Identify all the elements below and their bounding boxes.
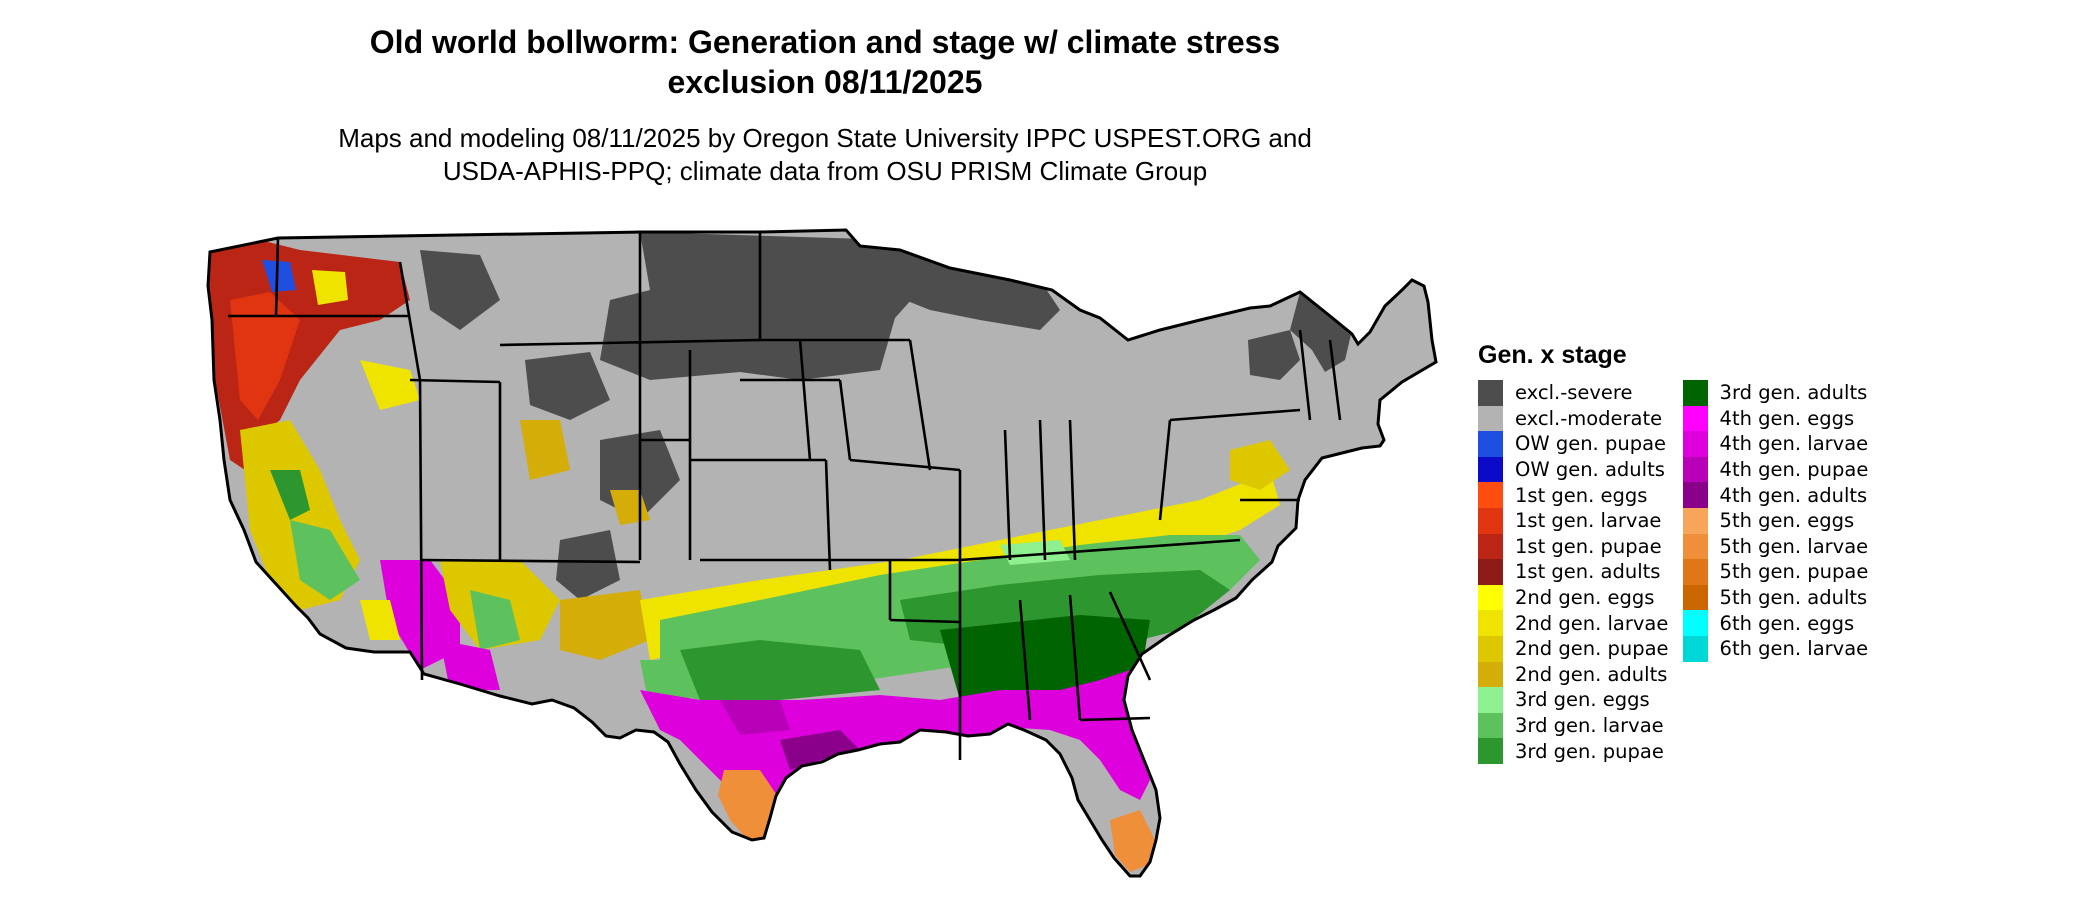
map-title: Old world bollworm: Generation and stage… <box>230 22 1420 102</box>
legend-label: excl.-severe <box>1515 381 1633 405</box>
legend-label: 4th gen. pupae <box>1719 458 1869 482</box>
legend-swatch <box>1478 584 1503 611</box>
legend-column-1: excl.-severe excl.-moderate OW gen. pupae O… <box>1478 380 1669 764</box>
legend-item: 3rd gen. adults <box>1682 380 1869 406</box>
legend-item: 3rd gen. eggs <box>1478 687 1669 713</box>
legend-item: 4th gen. eggs <box>1682 405 1869 432</box>
legend-label: 3rd gen. pupae <box>1515 739 1664 763</box>
legend-label: 5th gen. larvae <box>1719 534 1869 558</box>
legend-swatch <box>1682 431 1708 457</box>
subtitle-line-2: USDA-APHIS-PPQ; climate data from OSU PR… <box>442 156 1208 186</box>
legend-item: 5th gen. pupae <box>1682 559 1869 585</box>
legend-label: 2nd gen. larvae <box>1515 611 1669 635</box>
legend-item: 2nd gen. pupae <box>1478 635 1669 662</box>
legend-label: excl.-moderate <box>1515 406 1663 430</box>
legend: Gen. x stage excl.-severe excl.-moderate O… <box>1478 340 1868 764</box>
legend-swatch <box>1478 482 1503 508</box>
map-subtitle: Maps and modeling 08/11/2025 by Oregon S… <box>230 122 1420 188</box>
legend-label: 3rd gen. larvae <box>1515 714 1664 738</box>
legend-label: 2nd gen. pupae <box>1515 637 1669 661</box>
legend-swatch <box>1682 533 1708 560</box>
legend-item: 3rd gen. larvae <box>1478 712 1669 739</box>
legend-item: 6th gen. larvae <box>1682 635 1869 662</box>
legend-swatch <box>1682 380 1708 406</box>
legend-label: 1st gen. larvae <box>1515 509 1662 533</box>
legend-label: 2nd gen. eggs <box>1515 586 1655 610</box>
legend-item: 2nd gen. adults <box>1478 661 1669 688</box>
legend-swatch <box>1478 456 1503 483</box>
legend-item: 3rd gen. pupae <box>1478 738 1669 764</box>
legend-swatch <box>1682 559 1708 585</box>
title-line-1: Old world bollworm: Generation and stage… <box>369 24 1281 60</box>
legend-label: 4th gen. larvae <box>1719 432 1869 456</box>
legend-label: 5th gen. adults <box>1719 586 1868 610</box>
legend-item: 1st gen. pupae <box>1478 533 1669 560</box>
legend-item: OW gen. adults <box>1478 456 1669 483</box>
legend-label: 3rd gen. eggs <box>1515 688 1650 712</box>
legend-swatch <box>1478 738 1503 764</box>
legend-swatch <box>1478 431 1503 457</box>
legend-swatch <box>1682 610 1708 636</box>
legend-swatch <box>1682 405 1708 432</box>
legend-swatch <box>1478 533 1503 560</box>
legend-item: 1st gen. larvae <box>1478 507 1669 534</box>
legend-label: 2nd gen. adults <box>1515 662 1668 686</box>
legend-swatch <box>1682 507 1708 534</box>
title-line-2: exclusion 08/11/2025 <box>667 64 983 100</box>
legend-item: 1st gen. eggs <box>1478 482 1669 508</box>
legend-swatch <box>1682 482 1708 508</box>
legend-label: 5th gen. eggs <box>1719 509 1855 533</box>
legend-item: 2nd gen. larvae <box>1478 610 1669 636</box>
legend-label: 1st gen. eggs <box>1515 483 1648 507</box>
legend-item: 2nd gen. eggs <box>1478 584 1669 611</box>
legend-label: 1st gen. pupae <box>1515 534 1662 558</box>
legend-item: 4th gen. larvae <box>1682 431 1869 457</box>
legend-item: excl.-moderate <box>1478 405 1669 432</box>
legend-swatch <box>1682 456 1708 483</box>
legend-swatch <box>1682 635 1708 662</box>
us-map <box>206 228 1438 878</box>
legend-item: excl.-severe <box>1478 380 1669 406</box>
legend-swatch <box>1478 712 1503 739</box>
legend-swatch <box>1682 584 1708 611</box>
legend-swatch <box>1478 380 1503 406</box>
legend-swatch <box>1478 610 1503 636</box>
legend-label: 5th gen. pupae <box>1719 560 1869 584</box>
legend-label: 3rd gen. adults <box>1719 381 1868 405</box>
legend-item: 4th gen. adults <box>1682 482 1869 508</box>
legend-swatch <box>1478 507 1503 534</box>
legend-label: 4th gen. adults <box>1719 483 1868 507</box>
legend-swatch <box>1478 635 1503 662</box>
legend-item: 5th gen. adults <box>1682 584 1869 611</box>
legend-swatch <box>1478 661 1503 688</box>
legend-label: 1st gen. adults <box>1515 560 1661 584</box>
legend-title: Gen. x stage <box>1478 341 1627 369</box>
legend-item: 6th gen. eggs <box>1682 610 1869 636</box>
legend-item: 5th gen. larvae <box>1682 533 1869 560</box>
legend-item: 1st gen. adults <box>1478 559 1669 585</box>
legend-label: 6th gen. eggs <box>1719 611 1855 635</box>
legend-item: 4th gen. pupae <box>1682 456 1869 483</box>
legend-item: 5th gen. eggs <box>1682 507 1869 534</box>
legend-swatch <box>1478 687 1503 713</box>
legend-swatch <box>1478 559 1503 585</box>
legend-label: 4th gen. eggs <box>1719 406 1855 430</box>
legend-item: OW gen. pupae <box>1478 431 1669 457</box>
legend-column-2: 3rd gen. adults 4th gen. eggs 4th gen. lar… <box>1682 380 1869 764</box>
legend-label: OW gen. pupae <box>1515 432 1667 456</box>
subtitle-line-1: Maps and modeling 08/11/2025 by Oregon S… <box>338 123 1312 153</box>
legend-label: OW gen. adults <box>1515 458 1665 482</box>
legend-swatch <box>1478 405 1503 432</box>
legend-label: 6th gen. larvae <box>1719 637 1869 661</box>
